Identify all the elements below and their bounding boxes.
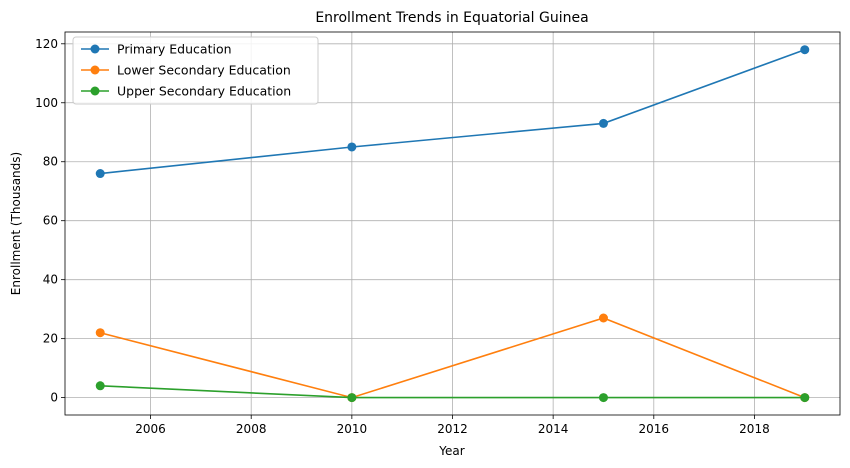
data-point	[95, 169, 105, 179]
x-tick-label: 2006	[135, 422, 166, 436]
y-tick-label: 40	[43, 273, 58, 287]
series-upper-secondary-education	[95, 381, 810, 403]
legend-label: Lower Secondary Education	[117, 63, 291, 78]
legend-marker	[90, 44, 100, 54]
series-lines	[95, 45, 810, 403]
x-axis-label: Year	[438, 444, 464, 458]
x-tick-label: 2008	[236, 422, 267, 436]
chart-title: Enrollment Trends in Equatorial Guinea	[315, 10, 588, 26]
data-point	[800, 45, 810, 55]
data-point	[800, 393, 810, 403]
legend-marker	[90, 65, 100, 75]
x-tick-label: 2016	[639, 422, 670, 436]
legend-entry: Primary Education	[81, 42, 232, 57]
legend: Primary Education Lower Secondary Educati…	[72, 36, 319, 105]
legend-entry: Lower Secondary Education	[81, 63, 291, 78]
series-line	[100, 48, 806, 175]
axis-ticks: 2006 2008 2010 2012 2014 2016 2018 0 20 40 60 80 100…	[35, 37, 770, 436]
y-tick-label: 60	[43, 214, 58, 228]
data-point	[598, 393, 608, 403]
legend-marker	[90, 86, 100, 96]
y-tick-label: 100	[35, 96, 58, 110]
y-tick-label: 20	[43, 332, 58, 346]
legend-label: Primary Education	[117, 42, 232, 57]
legend-label: Upper Secondary Education	[117, 84, 291, 99]
x-tick-label: 2014	[538, 422, 569, 436]
y-tick-label: 0	[50, 391, 58, 405]
series-primary-education	[95, 45, 810, 179]
data-point	[95, 328, 105, 338]
data-point	[598, 118, 608, 128]
y-axis-label: Enrollment (Thousands)	[9, 152, 23, 295]
series-line	[100, 385, 805, 399]
data-point	[598, 313, 608, 323]
legend-box	[72, 36, 319, 105]
y-tick-label: 120	[35, 37, 58, 51]
x-tick-label: 2010	[337, 422, 368, 436]
data-point	[347, 393, 357, 403]
data-point	[95, 381, 105, 391]
x-tick-label: 2012	[437, 422, 468, 436]
data-point	[347, 142, 357, 152]
y-tick-label: 80	[43, 155, 58, 169]
grid	[65, 32, 840, 415]
series-line	[100, 317, 806, 399]
legend-entry: Upper Secondary Education	[81, 84, 291, 99]
x-tick-label: 2018	[739, 422, 770, 436]
